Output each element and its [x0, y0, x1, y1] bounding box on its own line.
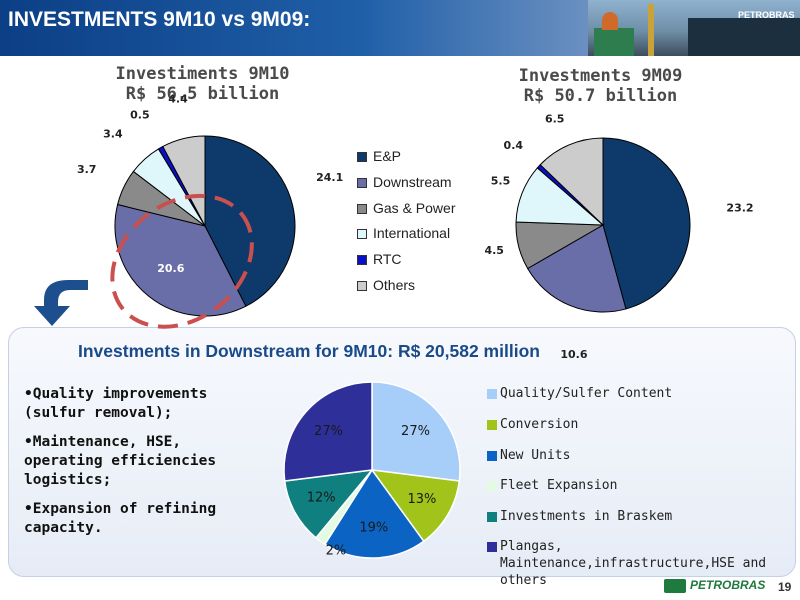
legend-swatch — [357, 152, 367, 162]
legend-swatch — [487, 389, 497, 399]
bullet-item: •Quality improvements (sulfur removal); — [24, 386, 208, 421]
data-label: 10.6 — [560, 348, 587, 361]
data-label: 0.4 — [504, 139, 524, 152]
chart-title-line: Investiments 9M10 — [115, 64, 290, 84]
data-label: 20.6 — [157, 262, 184, 275]
legend-swatch — [357, 281, 367, 291]
data-label: 2% — [326, 543, 347, 558]
downstream-panel-title: Investments in Downstream for 9M10: R$ 2… — [78, 341, 540, 361]
legend-swatch — [487, 481, 497, 491]
logo-text: PETROBRAS — [690, 578, 766, 592]
page-number: 19 — [778, 580, 792, 594]
pie-slice — [114, 203, 247, 317]
br-logo-icon — [664, 579, 686, 593]
legend-label: Others — [373, 277, 416, 293]
header-bar: INVESTMENTS 9M10 vs 9M09: PETROBRAS — [0, 0, 800, 56]
data-label: 0.5 — [130, 109, 150, 122]
petrobras-logo: PETROBRAS — [664, 577, 774, 595]
data-label: 3.7 — [77, 163, 97, 176]
legend-label: Gas & Power — [373, 199, 456, 216]
legend-swatch — [357, 177, 367, 188]
data-label: 19% — [359, 521, 388, 536]
legend-label: International — [373, 225, 451, 242]
page-title: INVESTMENTS 9M10 vs 9M09: — [8, 8, 311, 31]
bullet-item: •Maintenance, HSE, operating efficiencie… — [24, 434, 217, 488]
legend-swatch — [487, 451, 497, 461]
pie-1: 24.1 20.6 3.7 3.4 0.5 4.4 — [77, 93, 343, 329]
pie-slice — [162, 135, 206, 227]
data-label: 3.4 — [103, 128, 123, 141]
pie-slice — [526, 224, 627, 313]
data-label: 4.4 — [168, 93, 188, 106]
legend-swatch — [487, 512, 497, 522]
data-label: 12% — [307, 490, 336, 505]
pie-slice — [539, 137, 604, 227]
ship-shape — [688, 18, 800, 56]
chart-title-line: R$ 56.5 billion — [125, 84, 280, 104]
chart2-title: Investments 9M09 R$ 50.7 billion — [478, 66, 723, 106]
pie-slice — [323, 468, 425, 559]
legend-swatch — [487, 420, 497, 430]
data-label: 5.5 — [491, 175, 511, 188]
legend-label: New Units — [500, 448, 571, 463]
pie-3: 27% 13% 19% 2% 12% 27% — [283, 381, 461, 559]
data-label: 24.1 — [316, 171, 343, 184]
data-label: 4.5 — [484, 244, 504, 257]
pie-slice — [370, 469, 461, 543]
legend-label: Conversion — [500, 417, 579, 432]
legend-label: Plangas, Maintenance,infrastructure,HSE … — [500, 539, 767, 588]
legend-label: Fleet Expansion — [500, 478, 618, 493]
photo-shape — [594, 28, 634, 56]
highlight-ring — [110, 193, 254, 329]
data-label: 27% — [401, 424, 430, 439]
chart1-title: Investiments 9M10 R$ 56.5 billion — [80, 64, 325, 104]
legend-swatch — [357, 255, 367, 266]
pie-slice — [602, 137, 691, 310]
photo-pole-shape — [648, 4, 654, 56]
legend-label: Quality/Sulfer Content — [500, 386, 673, 401]
legend-swatch — [357, 229, 367, 240]
chart-title-line: R$ 50.7 billion — [523, 86, 678, 106]
legend-label: Investments in Braskem — [500, 509, 673, 524]
pie-2: 23.2 10.6 4.5 5.5 0.4 6.5 — [484, 113, 753, 361]
bullet-list: •Quality improvements (sulfur removal); … — [24, 385, 264, 548]
pie-slice — [371, 381, 461, 482]
legend-swatch — [357, 203, 367, 214]
pie-slice — [283, 469, 374, 539]
data-label: 13% — [407, 492, 436, 507]
data-label: 6.5 — [545, 113, 565, 126]
chart-title-line: Investments 9M09 — [518, 66, 683, 86]
legend-label: Downstream — [373, 173, 452, 190]
pie-slice — [204, 135, 296, 307]
header-photo: PETROBRAS — [588, 0, 800, 56]
bullet-item: •Expansion of refining capacity. — [24, 501, 217, 536]
pie-slice — [283, 381, 373, 482]
downstream-arrow-icon — [34, 280, 88, 326]
legend-label: E&P — [373, 148, 402, 164]
legend-label: RTC — [373, 251, 402, 268]
legend-swatch — [487, 542, 497, 552]
photo-ship-text: PETROBRAS — [738, 10, 795, 20]
data-label: 23.2 — [726, 202, 753, 215]
worker-helmet-shape — [602, 12, 618, 30]
data-label: 27% — [314, 424, 343, 439]
